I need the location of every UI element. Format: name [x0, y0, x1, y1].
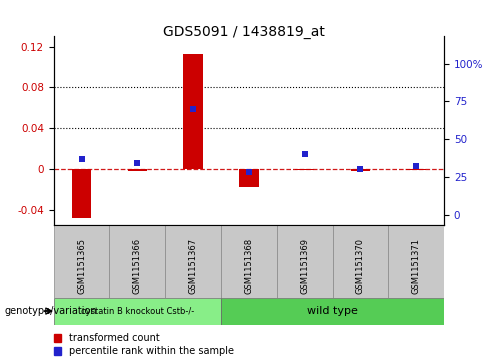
Bar: [72, 169, 91, 218]
Text: cystatin B knockout Cstb-/-: cystatin B knockout Cstb-/-: [81, 307, 194, 316]
Bar: [295, 169, 314, 170]
Point: [357, 167, 365, 172]
Text: GSM1151366: GSM1151366: [133, 238, 142, 294]
Legend: transformed count, percentile rank within the sample: transformed count, percentile rank withi…: [54, 333, 234, 356]
Point: [412, 163, 420, 169]
Point: [245, 170, 253, 175]
Bar: [407, 169, 426, 170]
Bar: [332, 225, 388, 298]
Bar: [165, 225, 221, 298]
Bar: [127, 169, 147, 171]
Point: [133, 160, 141, 166]
Bar: [277, 225, 332, 298]
Bar: [388, 225, 444, 298]
Text: GSM1151369: GSM1151369: [300, 238, 309, 294]
Bar: [351, 169, 370, 171]
Bar: [54, 298, 221, 325]
Bar: [239, 169, 259, 187]
Bar: [221, 298, 444, 325]
Bar: [109, 225, 165, 298]
Text: GSM1151367: GSM1151367: [188, 238, 198, 294]
Bar: [183, 54, 203, 169]
Text: GSM1151365: GSM1151365: [77, 238, 86, 294]
Bar: [221, 225, 277, 298]
Point: [301, 151, 308, 157]
Text: GSM1151368: GSM1151368: [244, 238, 253, 294]
Text: genotype/variation: genotype/variation: [5, 306, 98, 316]
Point: [189, 106, 197, 112]
Text: GSM1151371: GSM1151371: [412, 238, 421, 294]
Text: GDS5091 / 1438819_at: GDS5091 / 1438819_at: [163, 25, 325, 40]
Point: [78, 156, 85, 162]
Text: GSM1151370: GSM1151370: [356, 238, 365, 294]
Bar: [54, 225, 109, 298]
Text: wild type: wild type: [307, 306, 358, 316]
